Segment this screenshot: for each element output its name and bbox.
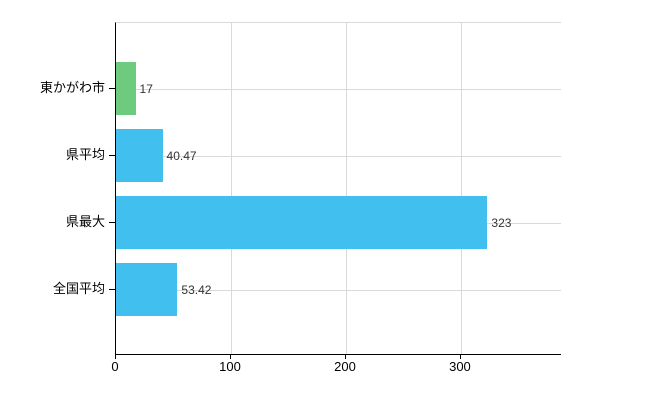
x-axis-tick	[115, 354, 116, 359]
category-label: 東かがわ市	[39, 79, 105, 95]
x-axis-tick	[229, 354, 231, 359]
y-axis-tick	[109, 87, 116, 89]
bar-value-label: 17	[139, 81, 153, 96]
bar	[116, 196, 488, 249]
horizontal-gridline	[116, 88, 561, 90]
x-axis-tick	[344, 354, 346, 359]
bar	[116, 263, 178, 316]
y-axis-tick	[109, 221, 116, 223]
horizontal-gridline	[116, 155, 561, 157]
x-axis-tick-label: 0	[111, 359, 119, 374]
bar-value-label: 53.42	[181, 282, 212, 297]
category-label: 県最大	[65, 213, 105, 229]
bar-value-label: 323	[491, 215, 512, 230]
x-axis-tick-label: 200	[334, 359, 356, 374]
bar-value-label: 40.47	[166, 148, 197, 163]
category-label: 全国平均	[52, 280, 105, 296]
x-axis-tick-label: 100	[219, 359, 241, 374]
y-axis-tick	[109, 288, 116, 290]
y-axis-tick	[109, 154, 116, 156]
vertical-gridline	[230, 23, 232, 354]
bar	[116, 62, 136, 115]
vertical-gridline	[460, 23, 462, 354]
bar	[116, 129, 163, 182]
x-axis-tick-label: 300	[449, 359, 471, 374]
vertical-gridline	[345, 23, 347, 354]
x-axis-tick	[459, 354, 461, 359]
horizontal-gridline	[116, 289, 561, 291]
category-label: 県平均	[65, 146, 105, 162]
plot-area: 17 40.47 323 53.42	[115, 22, 561, 355]
